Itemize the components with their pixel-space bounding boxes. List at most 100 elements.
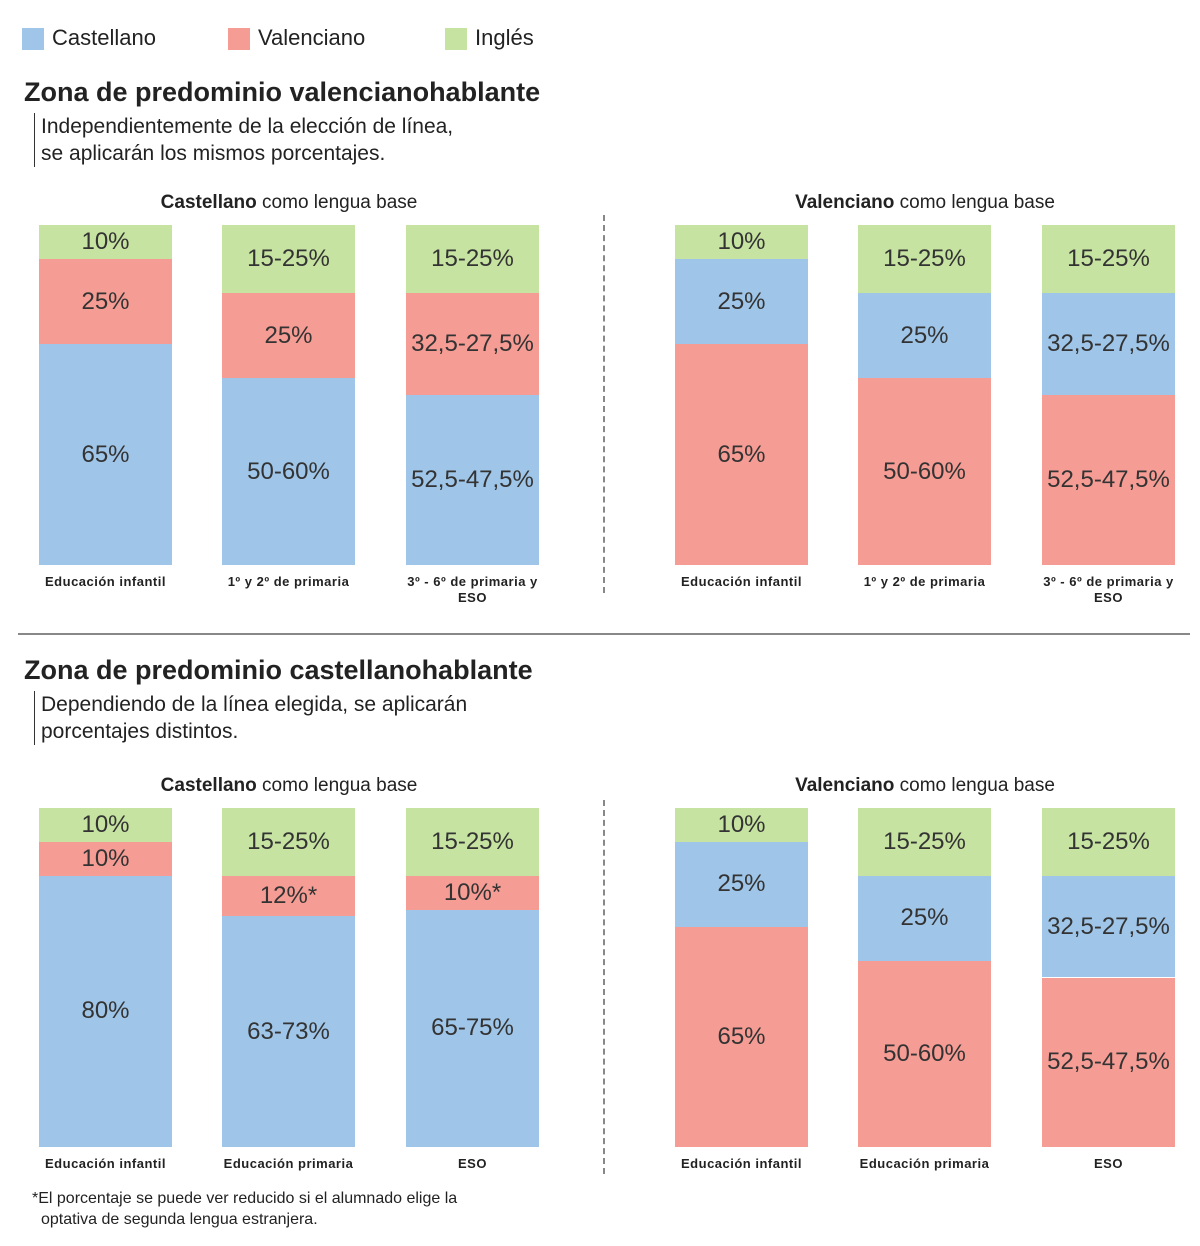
value-label: 10% (81, 810, 130, 838)
section-title: Zona de predominio castellanohablante (24, 655, 533, 685)
bar-segment (406, 395, 539, 565)
chart-title-rest: como lengua base (262, 192, 418, 213)
chart-title-rest: como lengua base (899, 192, 1055, 213)
bar-segment (858, 808, 991, 876)
bar-segment (39, 841, 172, 876)
section-divider (18, 633, 1190, 635)
x-tick-label: 1º y 2º de primaria (863, 574, 986, 589)
bar-segment (858, 960, 991, 1147)
section-subtitle: Independientemente de la elección de lín… (34, 113, 453, 167)
x-tick-label: 3º - 6º de primaria y ESO (1043, 574, 1174, 605)
value-label: 65% (717, 1022, 766, 1050)
subtitle-line: Independientemente de la elección de lín… (41, 115, 454, 138)
value-label: 65% (717, 440, 766, 468)
value-label: 50-60% (247, 457, 330, 485)
bar-segment (858, 225, 991, 293)
bar-segment (406, 225, 539, 293)
x-tick-label: 1º y 2º de primaria (227, 574, 350, 589)
bar-segment (675, 841, 808, 927)
value-label: 15-25% (883, 245, 966, 272)
value-label: 25% (264, 321, 313, 349)
subtitle-line: Dependiendo de la línea elegida, se apli… (41, 693, 468, 716)
chart-title-bold: Castellano (160, 192, 257, 213)
value-label: 10% (81, 228, 130, 255)
value-label: 50-60% (883, 1039, 966, 1067)
value-label: 25% (717, 287, 766, 315)
value-label: 52,5-47,5% (1047, 466, 1170, 493)
bar-segment (406, 293, 539, 395)
bar-segment (222, 225, 355, 293)
value-label: 32,5-27,5% (1047, 330, 1170, 357)
legend-label: Inglés (475, 25, 534, 50)
panel-divider (603, 800, 605, 1174)
x-tick-label: Educación infantil (681, 574, 802, 589)
bar-segment (39, 225, 172, 259)
chart-title: Castellano como lengua base (89, 192, 489, 214)
value-label: 15-25% (431, 827, 514, 855)
value-label: 32,5-27,5% (1047, 912, 1170, 940)
x-tick-label: ESO (1094, 1156, 1123, 1171)
bar-segment (39, 259, 172, 344)
value-label: 15-25% (247, 827, 330, 855)
bar-segment (675, 808, 808, 842)
bar-segment (1042, 395, 1175, 565)
value-label: 65-75% (431, 1014, 514, 1042)
chart-title: Valenciano como lengua base (725, 192, 1125, 214)
x-tick-label: 3º - 6º de primaria y ESO (407, 574, 538, 605)
footnote: optativa de segunda lengua estranjera. (41, 1211, 318, 1228)
bar-segment (39, 875, 172, 1147)
legend-swatch (445, 28, 467, 50)
footnote: *El porcentaje se puede ver reducido si … (32, 1190, 458, 1207)
bar-segment (222, 875, 355, 917)
bar-segment (675, 259, 808, 344)
value-label: 15-25% (1067, 827, 1150, 855)
bar-segment (406, 875, 539, 910)
value-label: 25% (81, 287, 130, 315)
subtitle-line: porcentajes distintos. (41, 720, 239, 743)
chart-title-bold: Valenciano (795, 192, 895, 213)
section-subtitle: Dependiendo de la línea elegida, se apli… (34, 691, 467, 745)
value-label: 63-73% (247, 1017, 330, 1045)
value-label: 52,5-47,5% (411, 466, 534, 493)
bar-segment (222, 916, 355, 1147)
chart-title-rest: como lengua base (262, 775, 418, 796)
x-tick-label: Educación infantil (45, 1156, 166, 1171)
value-label: 15-25% (1067, 245, 1150, 272)
chart-title-bold: Valenciano (795, 775, 895, 796)
bar-segment (1042, 293, 1175, 395)
bar-segment (675, 344, 808, 565)
value-label: 15-25% (247, 245, 330, 272)
value-label: 50-60% (883, 457, 966, 485)
value-label: 15-25% (431, 245, 514, 272)
legend-swatch (22, 28, 44, 50)
bar-segment (1042, 977, 1175, 1147)
legend-label: Castellano (52, 25, 156, 50)
bar-segment (39, 808, 172, 842)
section-title: Zona de predominio valencianohablante (24, 77, 541, 107)
value-label: 10% (81, 844, 130, 872)
legend-swatch (228, 28, 250, 50)
value-label: 25% (900, 321, 949, 349)
bar-segment (1042, 875, 1175, 978)
value-label: 15-25% (883, 827, 966, 855)
bar-segment (39, 344, 172, 565)
bar-segment (222, 808, 355, 876)
x-tick-label: Educación infantil (45, 574, 166, 589)
bar-segment (1042, 225, 1175, 293)
bar-segment (222, 293, 355, 378)
chart-title: Castellano como lengua base (89, 775, 489, 797)
subtitle-line: se aplicarán los mismos porcentajes. (41, 142, 386, 165)
bar-segment (406, 808, 539, 876)
value-label: 10% (717, 810, 766, 838)
x-tick-label: Educación primaria (859, 1156, 990, 1171)
legend-label: Valenciano (258, 25, 366, 50)
bar-segment (858, 875, 991, 961)
value-label: 12%* (259, 882, 318, 910)
value-label: 80% (81, 997, 130, 1025)
x-tick-label: Educación infantil (681, 1156, 802, 1171)
panel-divider (603, 215, 605, 593)
bar-segment (1042, 808, 1175, 876)
chart-title-bold: Castellano (160, 775, 257, 796)
bar-segment (406, 909, 539, 1147)
value-label: 10% (717, 228, 766, 255)
